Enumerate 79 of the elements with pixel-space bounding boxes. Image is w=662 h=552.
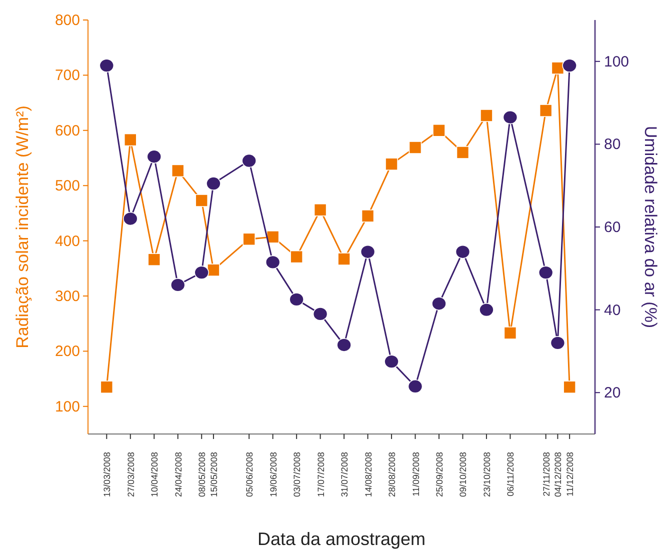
x-tick-label: 11/09/2008	[410, 452, 421, 496]
point	[207, 264, 220, 276]
y-tick-label: 500	[54, 178, 80, 195]
point	[479, 302, 494, 317]
x-tick-label: 09/10/2008	[458, 452, 468, 498]
point	[206, 176, 221, 190]
point	[124, 133, 137, 146]
point	[563, 380, 576, 394]
point	[242, 232, 256, 246]
point	[562, 58, 577, 72]
point	[539, 104, 552, 117]
point	[122, 212, 138, 226]
x-axis-title: Data da amostragem	[257, 529, 426, 549]
y2-tick-label: 40	[604, 302, 621, 319]
x-tick-label: 27/03/2008	[126, 452, 136, 498]
point	[148, 253, 161, 266]
y2-tick-label: 80	[604, 136, 621, 154]
point	[146, 150, 162, 164]
y-tick-label: 300	[54, 288, 80, 305]
point	[290, 250, 303, 264]
point	[384, 354, 399, 368]
x-tick-label: 15/05/2008	[208, 452, 219, 498]
x-tick-label: 31/07/2008	[340, 452, 350, 498]
point	[408, 379, 423, 394]
point	[502, 110, 518, 124]
point	[195, 194, 208, 207]
point	[312, 307, 328, 321]
x-tick-label: 17/07/2008	[316, 452, 326, 498]
y-tick-label: 100	[54, 398, 80, 416]
point	[550, 336, 566, 350]
point	[504, 326, 517, 340]
point	[455, 244, 470, 259]
point	[432, 124, 446, 137]
point	[266, 230, 280, 244]
point	[338, 252, 350, 266]
point	[480, 109, 493, 122]
y2-tick-label: 100	[604, 53, 630, 70]
point	[171, 164, 184, 178]
point	[194, 266, 210, 280]
y-axis-title: Radiação solar incidente (W/m²)	[13, 106, 32, 348]
point	[99, 58, 114, 72]
y-tick-label: 700	[54, 67, 80, 84]
point	[385, 158, 398, 170]
point	[432, 296, 446, 310]
x-tick-label: 23/10/2008	[482, 452, 492, 498]
point	[242, 154, 256, 168]
x-tick-label: 08/05/2008	[197, 452, 208, 498]
y2-axis-title: Umidade relativa do ar (%)	[641, 126, 660, 328]
x-tick-label: 19/06/2008	[268, 452, 278, 498]
x-tick-label: 06/11/2008	[506, 452, 516, 496]
x-tick-label: 14/08/2008	[363, 452, 374, 498]
y-tick-label: 800	[54, 12, 80, 29]
point	[538, 266, 554, 280]
y-tick-label: 200	[54, 343, 80, 360]
point	[456, 146, 470, 159]
x-tick-label: 11/12/2008	[565, 452, 576, 496]
point	[551, 62, 564, 74]
y2-tick-label: 60	[604, 219, 621, 236]
x-tick-label: 10/04/2008	[150, 452, 160, 498]
y-tick-label: 400	[54, 232, 80, 250]
point	[170, 278, 186, 292]
point	[361, 210, 374, 222]
x-tick-label: 04/12/2008	[553, 452, 564, 498]
x-tick-label: 05/06/2008	[244, 452, 255, 498]
x-tick-label: 27/11/2008	[541, 452, 552, 496]
point	[408, 141, 422, 154]
x-tick-label: 24/04/2008	[173, 452, 184, 498]
x-tick-label: 25/09/2008	[434, 452, 444, 498]
y2-tick-label: 20	[604, 384, 621, 402]
point	[100, 380, 114, 394]
point	[265, 255, 280, 270]
x-tick-label: 13/03/2008	[102, 452, 112, 498]
point	[360, 244, 376, 259]
point	[336, 338, 352, 352]
y-tick-label: 600	[54, 122, 80, 140]
point	[314, 203, 327, 216]
x-tick-label: 03/07/2008	[292, 452, 302, 498]
x-tick-label: 28/08/2008	[387, 452, 398, 498]
point	[289, 292, 304, 306]
